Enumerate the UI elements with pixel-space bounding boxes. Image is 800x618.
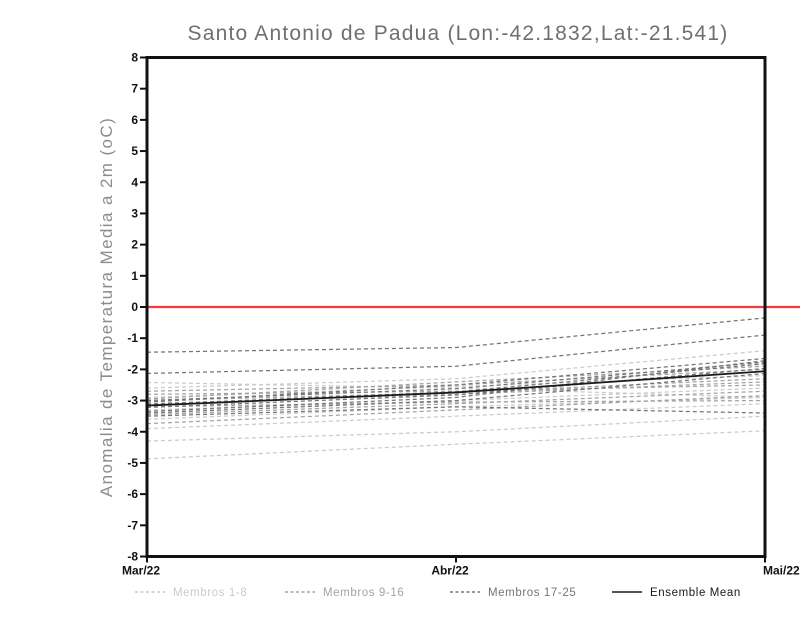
legend-item-2: Membros 9-16 (285, 587, 404, 599)
y-tick-label: -5 (127, 456, 138, 470)
x-tick-label: Abr/22 (431, 564, 469, 578)
legend-item-3: Membros 17-25 (450, 587, 576, 599)
y-tick-label: 5 (131, 144, 138, 158)
y-tick-label: 8 (131, 51, 138, 65)
member-line-membro-16 (146, 365, 766, 400)
member-line-membro-25 (146, 406, 766, 417)
series-layer (146, 317, 766, 460)
member-line-membro-2 (146, 403, 766, 430)
legend-item-label: Membros 1-8 (173, 587, 247, 599)
y-tick-label: 2 (131, 238, 138, 252)
legend-item-label: Membros 9-16 (323, 587, 404, 599)
y-tick-label: 0 (131, 300, 138, 314)
y-tick-label: -6 (127, 487, 138, 501)
ensemble-mean-line (146, 370, 766, 407)
member-line-membro-17 (146, 317, 766, 353)
legend-item-label: Ensemble Mean (650, 587, 741, 599)
y-tick-label: 3 (131, 206, 138, 220)
y-tick-label: -7 (127, 518, 138, 532)
legend-item-1: Membros 1-8 (135, 587, 247, 599)
member-line-membro-4 (146, 430, 766, 460)
y-tick-label: 7 (131, 82, 138, 96)
chart-title: Santo Antonio de Padua (Lon:-42.1832,Lat… (187, 22, 728, 45)
member-line-membro-18 (146, 334, 766, 375)
member-line-membro-19 (146, 357, 766, 403)
legend-item-4: Ensemble Mean (612, 587, 741, 599)
y-tick-label: 1 (131, 269, 138, 283)
y-tick-label: 6 (131, 113, 138, 127)
y-axis-label: Anomalia de Temperatura Media a 2m (oC) (97, 117, 116, 497)
member-line-membro-13 (146, 390, 766, 416)
member-line-membro-3 (146, 415, 766, 442)
member-line-membro-23 (146, 372, 766, 414)
member-line-membro-5 (146, 350, 766, 389)
y-tick-label: 4 (131, 175, 138, 189)
member-line-membro-20 (146, 361, 766, 402)
y-tick-label: -3 (127, 394, 138, 408)
y-tick-label: -1 (127, 331, 138, 345)
member-line-membro-10 (146, 394, 766, 425)
member-line-membro-22 (146, 367, 766, 409)
legend-item-label: Membros 17-25 (488, 587, 576, 599)
legend-layer: Membros 1-8 Membros 9-16 Membros 17-25 Ense… (135, 587, 741, 599)
y-tick-label: -4 (127, 425, 138, 439)
member-line-membro-24 (146, 360, 766, 413)
y-tick-label: -8 (127, 550, 138, 564)
member-line-membro-15 (146, 399, 766, 408)
member-line-membro-7 (146, 374, 766, 399)
x-tick-label: Mar/22 (122, 564, 160, 578)
y-tick-label: -2 (127, 362, 138, 376)
x-tick-label: Mai/22 (763, 564, 800, 578)
